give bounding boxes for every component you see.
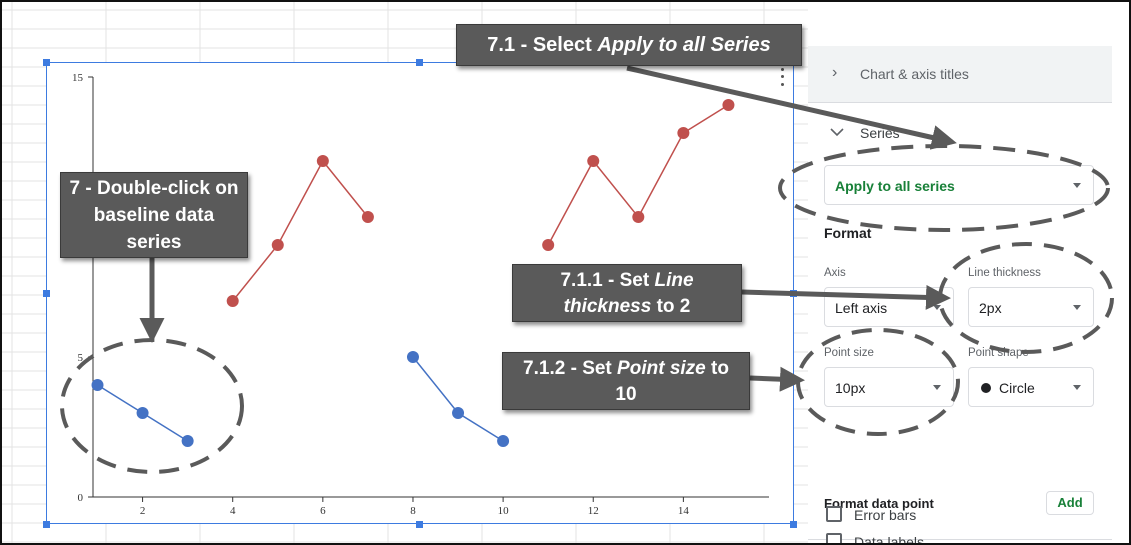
callout-step-7-1-1-emphasis: Line <box>654 270 694 291</box>
y-tick-label: 15 <box>72 72 84 84</box>
point-shape-value: Circle <box>999 380 1035 396</box>
x-tick-label: 2 <box>140 505 146 517</box>
resize-handle-w[interactable] <box>43 290 50 297</box>
callout-step-7-1-2-emphasis: Point size <box>617 358 706 379</box>
point-size-label: Point size <box>824 347 874 359</box>
callout-step-7-1-text: 7.1 - Select <box>487 34 598 56</box>
callout-step-7-line3: series <box>126 232 182 253</box>
line-thickness-label: Line thickness <box>968 267 1041 279</box>
callout-step-7-1-1-emphasis-2: thickness <box>563 296 652 317</box>
data-point[interactable] <box>497 435 510 447</box>
series-select-dropdown[interactable]: Apply to all series <box>824 165 1094 205</box>
error-bars-checkbox[interactable] <box>826 506 842 522</box>
callout-step-7-1-1-text-2: to 2 <box>651 296 691 317</box>
format-data-point-label: Format data point <box>824 496 934 511</box>
resize-handle-sw[interactable] <box>43 521 50 528</box>
chart-more-options-icon[interactable] <box>776 66 788 88</box>
format-heading: Format <box>824 225 872 241</box>
series-line[interactable] <box>232 159 369 302</box>
chevron-right-icon: › <box>832 64 838 81</box>
divider <box>808 539 1112 540</box>
callout-step-7-1-emphasis: Apply to all Series <box>597 34 771 56</box>
callout-step-7-line2: baseline data <box>93 205 215 226</box>
series-line[interactable] <box>547 104 729 246</box>
series-heading[interactable]: Series <box>860 125 900 141</box>
axis-value: Left axis <box>835 300 888 316</box>
resize-handle-s[interactable] <box>416 521 423 528</box>
x-tick-label: 6 <box>320 505 326 517</box>
axis-dropdown[interactable]: Left axis <box>824 287 954 327</box>
data-labels-checkbox[interactable] <box>826 533 842 543</box>
data-point[interactable] <box>677 127 690 139</box>
circle-shape-icon <box>981 383 991 393</box>
x-tick-label: 8 <box>410 505 416 517</box>
data-point[interactable] <box>361 211 374 223</box>
data-point[interactable] <box>91 379 104 391</box>
error-bars-label: Error bars <box>854 507 917 523</box>
resize-handle-nw[interactable] <box>43 59 50 66</box>
point-shape-label: Point shape <box>968 347 1029 359</box>
x-tick-label: 14 <box>678 505 690 517</box>
chevron-down-icon <box>933 305 941 310</box>
data-point[interactable] <box>316 155 329 167</box>
data-point[interactable] <box>632 211 645 223</box>
chevron-down-icon <box>933 385 941 390</box>
data-point[interactable] <box>181 435 194 447</box>
section-chart-axis-titles-label: Chart & axis titles <box>860 66 969 82</box>
point-shape-dropdown[interactable]: Circle <box>968 367 1094 407</box>
data-point[interactable] <box>226 295 239 307</box>
point-size-value: 10px <box>835 380 866 396</box>
data-point[interactable] <box>406 351 419 363</box>
line-thickness-value: 2px <box>979 300 1002 316</box>
callout-step-7-1-2-text-3: 10 <box>615 384 637 405</box>
y-tick-label: 5 <box>78 352 84 364</box>
add-data-point-button[interactable]: Add <box>1046 491 1094 515</box>
chevron-down-icon <box>1073 183 1081 188</box>
resize-handle-n[interactable] <box>416 59 423 66</box>
chevron-down-icon <box>1073 305 1081 310</box>
x-tick-label: 12 <box>588 505 599 517</box>
section-chart-axis-titles[interactable]: › Chart & axis titles <box>808 46 1112 102</box>
x-tick-label: 10 <box>498 505 510 517</box>
series-select-value: Apply to all series <box>835 178 955 194</box>
callout-step-7-1-2: 7.1.2 - Set Point size to 10 <box>502 352 750 410</box>
point-size-dropdown[interactable]: 10px <box>824 367 954 407</box>
line-thickness-dropdown[interactable]: 2px <box>968 287 1094 327</box>
data-point[interactable] <box>136 407 149 419</box>
callout-step-7-1-1: 7.1.1 - Set Line thickness to 2 <box>512 264 742 322</box>
callout-step-7-1-2-text: 7.1.2 - Set <box>523 358 618 379</box>
data-labels-label: Data labels <box>854 534 925 545</box>
data-point[interactable] <box>587 155 600 167</box>
axis-label: Axis <box>824 267 846 279</box>
resize-handle-se[interactable] <box>790 521 797 528</box>
section-series: Series Apply to all series Format Axis L… <box>808 102 1112 543</box>
x-tick-label: 4 <box>230 505 236 517</box>
data-point[interactable] <box>452 407 465 419</box>
chevron-down-icon[interactable] <box>830 127 844 137</box>
callout-step-7-1-2-text-2: to <box>705 358 729 379</box>
resize-handle-e[interactable] <box>790 290 797 297</box>
data-point[interactable] <box>722 99 735 111</box>
callout-step-7-1-1-text: 7.1.1 - Set <box>560 270 655 291</box>
callout-step-7-line1: 7 - Double-click on <box>69 178 239 199</box>
data-point[interactable] <box>271 239 284 251</box>
series-line[interactable] <box>412 356 504 442</box>
y-tick-label: 0 <box>78 492 84 504</box>
data-point[interactable] <box>542 239 555 251</box>
chart-editor-panel: › Chart & axis titles Series Apply to al… <box>808 46 1112 545</box>
callout-step-7: 7 - Double-click on baseline data series <box>60 172 248 258</box>
chevron-down-icon <box>1073 385 1081 390</box>
callout-step-7-1: 7.1 - Select Apply to all Series <box>456 24 802 66</box>
